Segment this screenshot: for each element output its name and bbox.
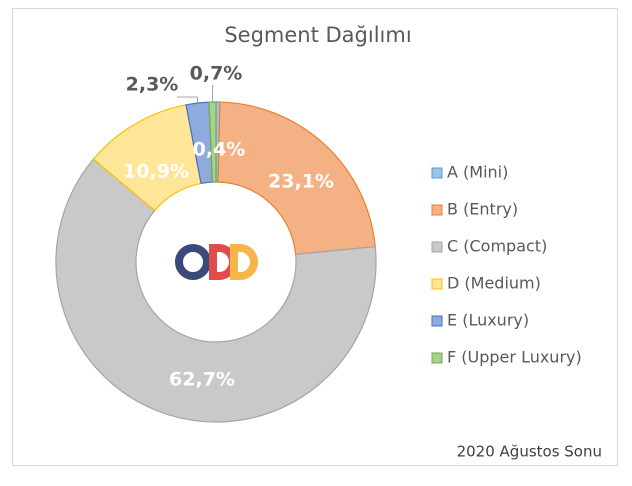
legend-swatch [431, 204, 443, 216]
legend-swatch [431, 167, 443, 179]
data-label: 2,3% [126, 74, 179, 96]
leader-line [177, 96, 198, 104]
data-label: 62,7% [169, 369, 235, 391]
data-label: 0,4% [193, 139, 246, 161]
data-label: 10,9% [123, 161, 189, 183]
legend-swatch [431, 278, 443, 290]
data-label: 23,1% [268, 171, 334, 193]
donut-slice [208, 101, 217, 183]
leader-line [211, 85, 214, 103]
legend-label: C (Compact) [447, 237, 547, 256]
donut-slice [55, 158, 377, 423]
legend-swatch [431, 241, 443, 253]
legend-swatch [431, 352, 443, 364]
legend-label: E (Luxury) [447, 311, 529, 330]
legend-swatch [431, 315, 443, 327]
donut-slice [217, 101, 376, 256]
logo-d2 [230, 244, 258, 280]
legend-label: A (Mini) [447, 163, 508, 182]
annotation: 2020 Ağustos Sonu [457, 443, 602, 461]
logo-o [175, 244, 211, 280]
chart-title: Segment Dağılımı [224, 23, 411, 47]
data-label: 0,7% [190, 63, 243, 85]
legend-label: D (Medium) [447, 274, 541, 293]
logo [175, 244, 258, 280]
legend-label: F (Upper Luxury) [447, 348, 582, 367]
legend-label: B (Entry) [447, 200, 518, 219]
